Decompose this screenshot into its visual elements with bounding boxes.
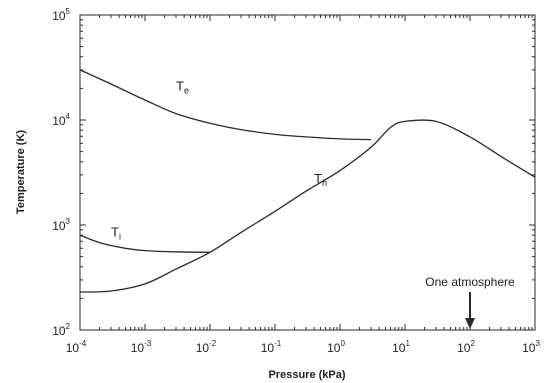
x-tick-label: 101 [392,339,410,355]
x-tick-label: 103 [522,339,540,355]
series-label-Ti: Ti [111,224,121,241]
curve-labels: Te Ti Th [111,79,327,242]
x-tick-label: 10-1 [261,339,282,355]
curves [79,69,536,293]
annotation-one-atmosphere: One atmosphere [425,275,515,329]
tick-marks [79,14,536,331]
x-tick-label: 100 [327,339,345,355]
x-tick-label: 10-4 [66,339,87,355]
x-tick-label: 10-3 [131,339,152,355]
x-tick-label: 102 [457,339,475,355]
x-tick-labels: 10-4 10-3 10-2 10-1 100 101 102 103 [66,339,541,355]
annotation-text: One atmosphere [425,275,515,289]
x-tick-label: 10-2 [196,339,217,355]
y-tick-label: 103 [52,217,70,233]
annotation-arrow-head [465,318,475,329]
series-line-Th [79,119,536,293]
y-tick-labels: 102 103 104 105 [52,7,70,338]
series-line-Ti [79,234,211,253]
series-line-Te [79,69,372,141]
y-tick-label: 104 [52,112,70,128]
y-axis-title: Temperature (K) [15,130,27,214]
plot-frame [79,14,536,331]
y-tick-label: 105 [52,7,70,23]
series-label-Te: Te [176,79,189,96]
series-label-Th: Th [314,171,327,188]
x-axis-title: Pressure (kPa) [268,369,345,381]
y-tick-label: 102 [52,322,70,338]
